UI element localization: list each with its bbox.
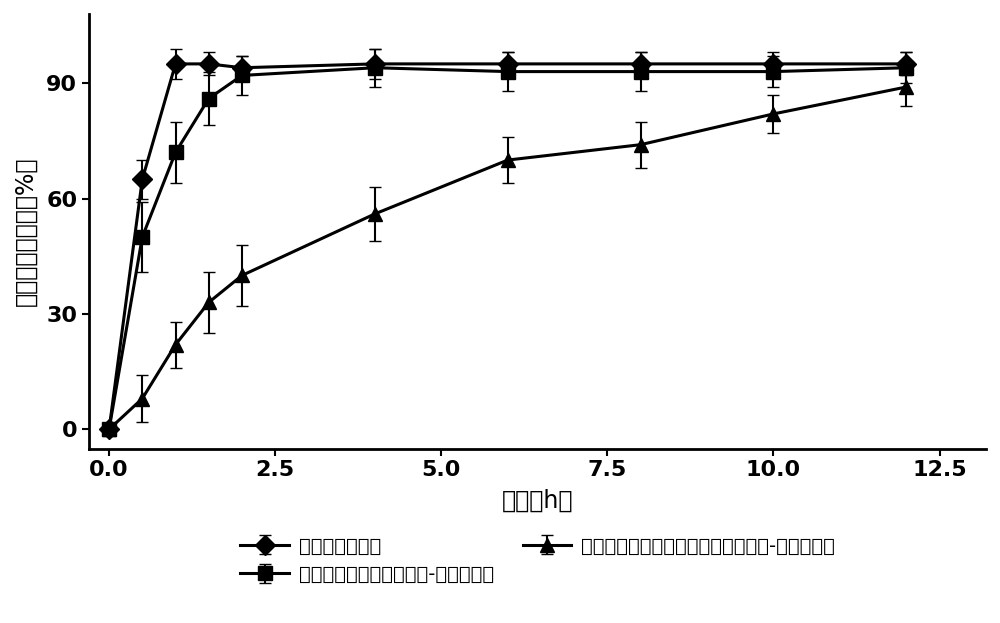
- Y-axis label: 累积释放百分数（%）: 累积释放百分数（%）: [14, 156, 38, 306]
- X-axis label: 时间（h）: 时间（h）: [502, 488, 573, 513]
- Legend: 氧化苦参碱胶囊, 载氧化苦参碱的海藻酸钓-壳聚糖微丸, 载氧化苦参碱固体分散体的海藻酸钓-壳聚糖微丸: 氧化苦参碱胶囊, 载氧化苦参碱的海藻酸钓-壳聚糖微丸, 载氧化苦参碱固体分散体的…: [240, 536, 835, 584]
